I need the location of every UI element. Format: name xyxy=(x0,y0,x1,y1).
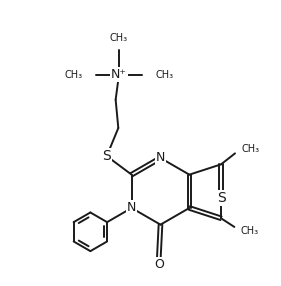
Text: CH₃: CH₃ xyxy=(240,226,259,236)
Text: O: O xyxy=(154,258,164,271)
Text: CH₃: CH₃ xyxy=(110,33,128,43)
Text: S: S xyxy=(102,149,111,163)
Text: N⁺: N⁺ xyxy=(111,68,127,81)
Text: CH₃: CH₃ xyxy=(64,70,82,80)
Text: S: S xyxy=(217,191,225,205)
Text: N: N xyxy=(127,201,136,214)
Text: N: N xyxy=(156,152,165,164)
Text: CH₃: CH₃ xyxy=(156,70,174,80)
Text: CH₃: CH₃ xyxy=(241,144,259,154)
